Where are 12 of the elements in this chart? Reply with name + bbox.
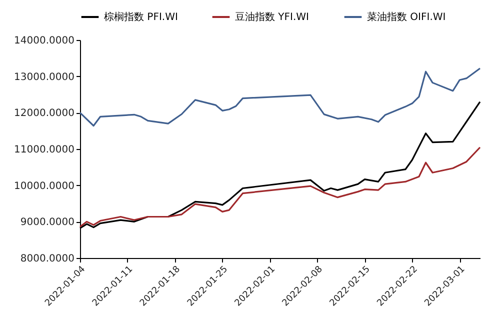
legend-label: 棕榈指数 PFI.WI: [104, 11, 178, 23]
y-tick-label: 13000.0000: [14, 72, 74, 83]
y-tick-label: 10000.0000: [14, 180, 74, 192]
y-tick-label: 11000.0000: [14, 144, 74, 156]
line-series: [79, 68, 481, 127]
y-tick-label: 12000.0000: [14, 108, 74, 120]
line-series: [79, 146, 481, 228]
y-tick-label: 8000.0000: [20, 254, 74, 264]
y-tick-label: 14000.0000: [14, 36, 74, 46]
legend-label: 豆油指数 YFI.WI: [235, 11, 310, 23]
y-tick-label: 9000.0000: [20, 217, 74, 228]
legend-label: 菜油指数 OIFI.WI: [367, 11, 446, 23]
